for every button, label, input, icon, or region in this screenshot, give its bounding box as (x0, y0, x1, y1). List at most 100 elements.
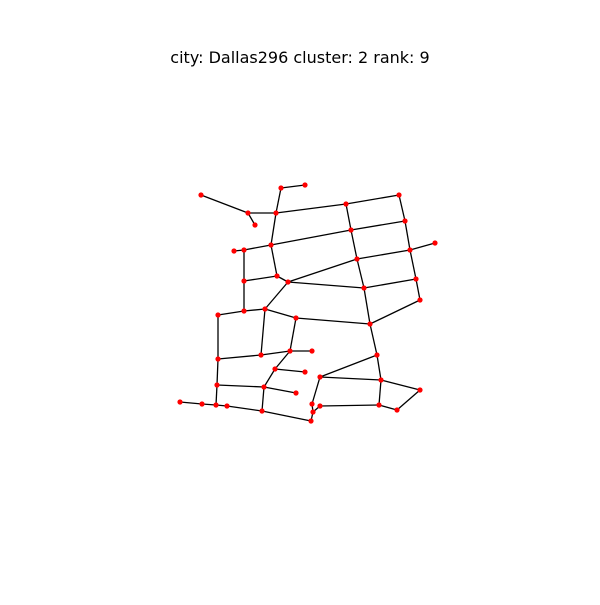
intersection-node (261, 384, 267, 390)
road-segment (275, 203, 347, 214)
road-segment (264, 308, 297, 319)
intersection-node (309, 401, 315, 407)
road-segment (263, 368, 276, 388)
intersection-node (407, 247, 413, 253)
road-segment (215, 384, 218, 406)
intersections (177, 182, 438, 424)
road-segment (263, 386, 297, 394)
intersection-node (177, 399, 183, 405)
road-segment (311, 376, 321, 405)
road-segment (260, 350, 291, 356)
intersection-node (394, 407, 400, 413)
intersection-node (241, 247, 247, 253)
road-segment (350, 229, 358, 260)
road-segment (409, 242, 436, 251)
road-segment (369, 299, 421, 325)
road-segment (319, 376, 382, 381)
intersection-node (262, 306, 268, 312)
road-segment (200, 194, 249, 214)
road-segment (287, 258, 358, 283)
road-segment (243, 244, 272, 251)
road-segment (243, 308, 266, 312)
road-segment (261, 386, 265, 412)
road-segment (216, 358, 219, 386)
intersection-node (231, 248, 237, 254)
road-segment (396, 389, 421, 411)
intersection-node (317, 403, 323, 409)
road-segment (216, 384, 265, 388)
intersection-node (317, 374, 323, 380)
intersection-node (274, 273, 280, 279)
road-segment (217, 310, 245, 316)
road-segment (319, 354, 378, 378)
intersection-node (432, 240, 438, 246)
intersection-node (309, 348, 315, 354)
road-segment (275, 187, 282, 214)
intersection-node (215, 356, 221, 362)
road-segment (378, 379, 382, 406)
road-segment (287, 281, 365, 289)
intersection-node (198, 192, 204, 198)
road-segment (363, 278, 417, 289)
intersection-node (302, 182, 308, 188)
intersection-node (278, 185, 284, 191)
road-segment (398, 194, 406, 222)
road-segment (270, 212, 277, 246)
road-segment (179, 401, 203, 405)
road-segment (409, 249, 417, 280)
intersection-node (293, 390, 299, 396)
intersection-node (376, 402, 382, 408)
intersection-node (272, 366, 278, 372)
road-segment (295, 317, 371, 325)
road-segment (270, 229, 352, 246)
road-segment (369, 323, 378, 356)
intersection-node (361, 285, 367, 291)
intersection-node (374, 352, 380, 358)
road-segment (274, 368, 306, 373)
intersection-node (396, 192, 402, 198)
road-segment (356, 249, 411, 260)
road-segment (264, 281, 289, 310)
intersection-node (417, 297, 423, 303)
road-segment (217, 354, 262, 360)
road-segment (378, 404, 398, 411)
road-segment (261, 410, 312, 422)
intersection-node (213, 402, 219, 408)
intersection-node (241, 308, 247, 314)
road-segment (380, 379, 421, 391)
intersection-node (367, 321, 373, 327)
intersection-node (273, 210, 279, 216)
intersection-node (214, 382, 220, 388)
road-segment (274, 350, 291, 370)
road-segment (270, 244, 278, 277)
road-segment (260, 308, 266, 356)
intersection-node (285, 279, 291, 285)
intersection-node (417, 387, 423, 393)
intersection-node (215, 312, 221, 318)
intersection-node (259, 408, 265, 414)
intersection-node (199, 401, 205, 407)
road-segment (345, 203, 352, 231)
intersection-node (241, 278, 247, 284)
road-segment (280, 184, 306, 189)
map-title: city: Dallas296 cluster: 2 rank: 9 (170, 48, 430, 67)
road-segment (350, 220, 406, 231)
road-segment (319, 404, 380, 407)
road-segment (345, 194, 400, 205)
road-segment (289, 317, 297, 352)
intersection-node (224, 403, 230, 409)
road-segment (404, 220, 411, 251)
road-segment (376, 354, 382, 381)
intersection-node (258, 352, 264, 358)
intersection-node (310, 409, 316, 415)
intersection-node (348, 227, 354, 233)
intersection-node (378, 377, 384, 383)
road-segment (243, 275, 278, 282)
intersection-node (268, 242, 274, 248)
intersection-node (293, 315, 299, 321)
road-segment (226, 405, 263, 412)
road-segment (356, 258, 365, 289)
intersection-node (245, 210, 251, 216)
